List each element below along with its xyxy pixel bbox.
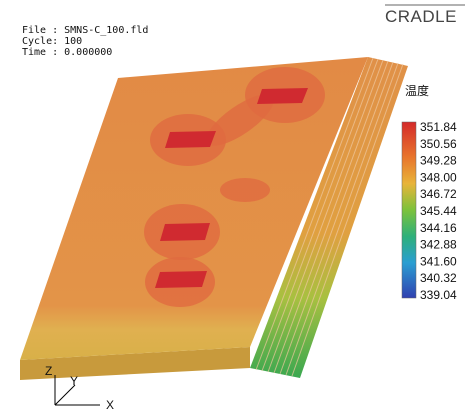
logo: CRADLE [385,7,457,26]
legend-label: 340.32 [420,271,457,285]
z-label: Z [45,364,52,378]
legend-label: 349.28 [420,154,457,168]
time: Time : 0.000000 [22,47,112,58]
legend-label: 344.16 [420,221,457,235]
legend: 温度 351.84 350.56 349.28 348.00 346.72 345.44 3… [402,83,457,302]
legend-label: 351.84 [420,120,457,134]
chip [257,88,308,104]
halo [220,178,270,202]
legend-label: 342.88 [420,238,457,252]
chip [160,223,210,241]
screenshot: File : SMNS-C_100.fld Cycle: 100 Time : … [0,0,475,412]
y-label: Y [70,374,78,388]
cycle: Cycle: 100 [22,36,82,47]
header: File : SMNS-C_100.fld Cycle: 100 Time : … [22,25,148,58]
y-axis [55,385,75,405]
legend-label: 346.72 [420,187,457,201]
legend-label: 348.00 [420,170,457,184]
legend-label: 345.44 [420,204,457,218]
legend-label: 339.04 [420,288,457,302]
legend-title: 温度 [405,83,429,98]
chip [155,271,207,288]
file: File : SMNS-C_100.fld [22,25,148,36]
legend-label: 341.60 [420,254,457,268]
x-label: X [106,398,114,412]
chip [165,131,216,148]
legend-label: 350.56 [420,137,457,151]
color-bar [402,122,416,298]
model [20,57,408,380]
